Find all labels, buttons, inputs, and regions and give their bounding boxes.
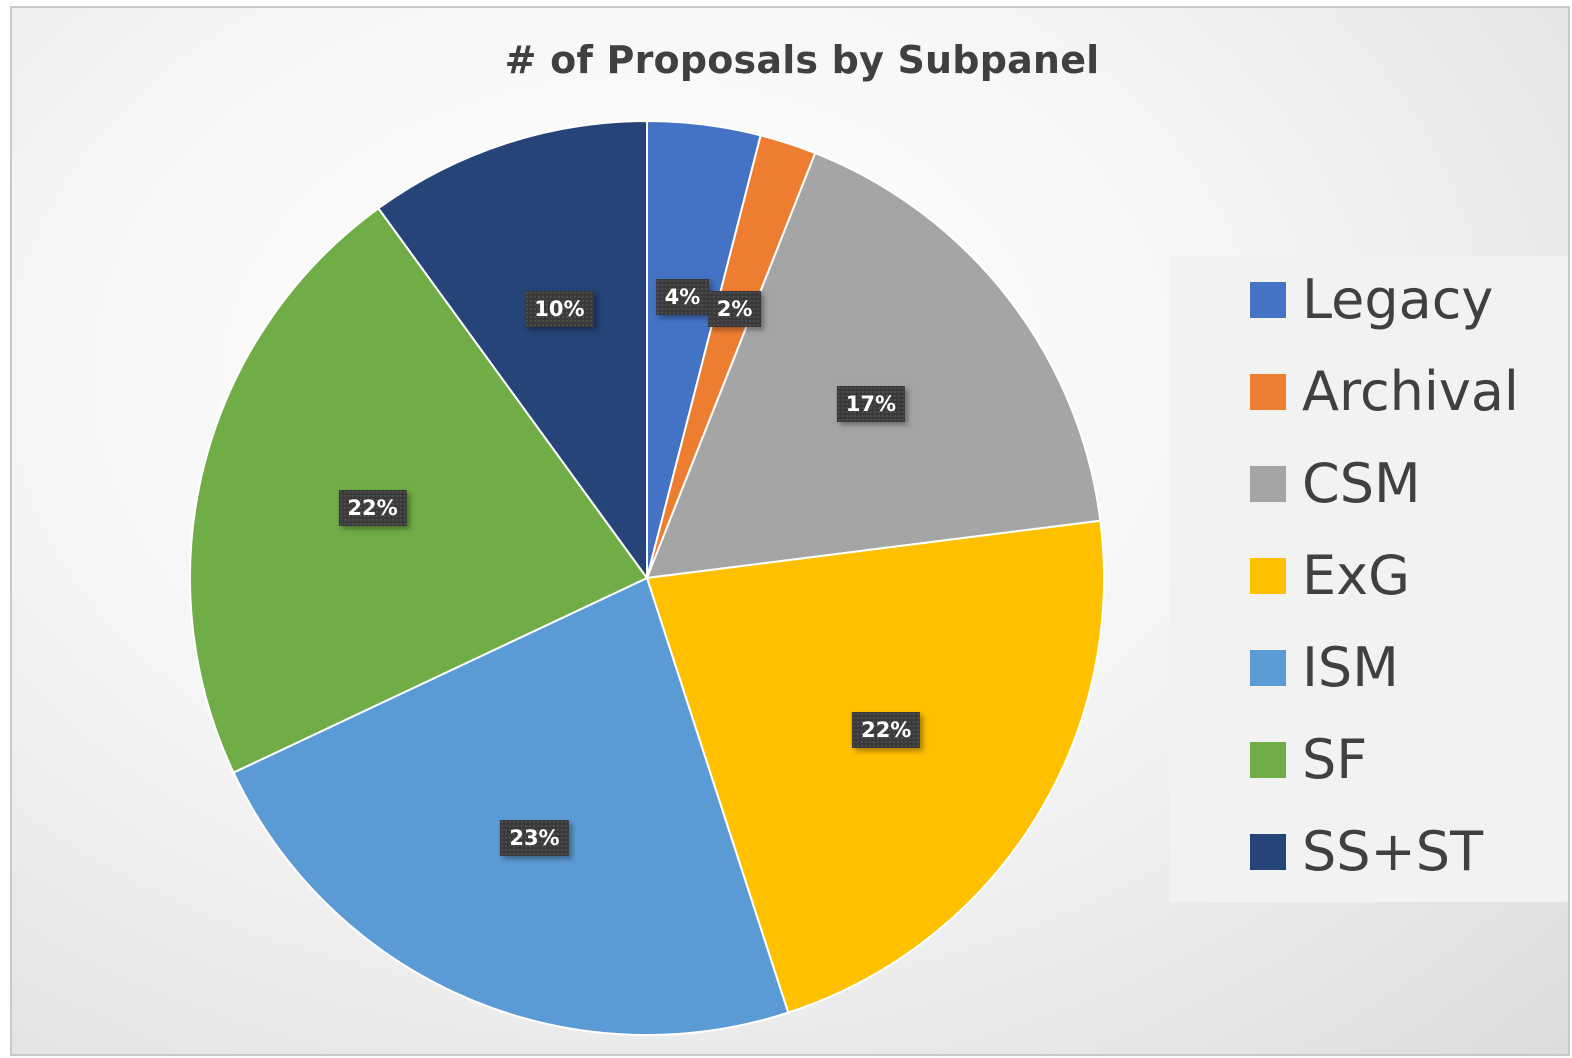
legend-item-csm: CSM [1250,454,1421,514]
data-label-sf: 22% [338,489,407,526]
legend-item-sf: SF [1250,730,1367,790]
legend-label: Archival [1302,360,1519,423]
data-label-ss-st: 10% [525,290,594,327]
pie-slice-exg [645,519,1105,1014]
legend-swatch [1250,834,1286,870]
chart-area: # of Proposals by Subpanel 4% 2% 17% 22% 23%… [10,6,1570,1056]
legend-swatch [1250,650,1286,686]
legend-item-ss-st: SS+ST [1250,822,1483,882]
legend-swatch [1250,558,1286,594]
pie-slice-sf [189,206,649,774]
data-label-csm: 17% [836,386,906,423]
legend: Legacy Archival CSM ExG ISM SF SS+ST [1170,256,1568,902]
legend-label: SS+ST [1302,820,1484,883]
legend-swatch [1250,282,1286,318]
data-label-legacy: 4% [655,278,710,315]
legend-label: SF [1302,728,1368,791]
pie-slice-ism [232,576,790,1036]
legend-label: ISM [1302,636,1399,699]
legend-item-legacy: Legacy [1250,270,1493,330]
pie-slice-ss-st [376,119,648,582]
legend-item-exg: ExG [1250,546,1410,606]
data-label-ism: 23% [500,820,569,857]
legend-swatch [1250,742,1286,778]
legend-swatch [1250,374,1286,410]
legend-item-ism: ISM [1250,638,1399,698]
chart-title: # of Proposals by Subpanel [504,38,1100,82]
data-label-archival: 2% [707,290,762,327]
legend-label: Legacy [1302,268,1494,331]
data-label-exg: 22% [852,711,921,748]
legend-label: ExG [1302,544,1410,607]
legend-item-archival: Archival [1250,362,1519,422]
pie-chart [189,119,1105,1036]
pie-slice-csm [645,151,1102,580]
legend-swatch [1250,466,1286,502]
legend-label: CSM [1302,452,1421,515]
